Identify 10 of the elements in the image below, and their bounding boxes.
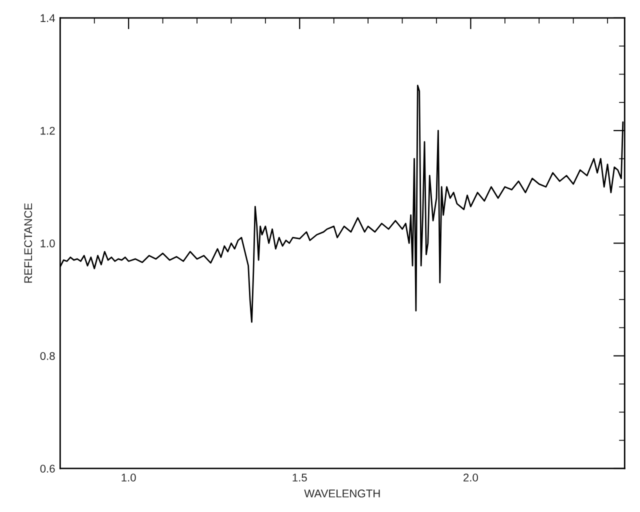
x-tick-label: 2.0	[464, 474, 478, 482]
y-tick-label: 1.2	[40, 126, 55, 135]
y-tick-label: 1.0	[40, 239, 55, 248]
y-tick-label: 0.6	[40, 464, 55, 473]
x-axis-title: WAVELENGTH	[304, 490, 380, 498]
y-tick-label: 1.4	[40, 14, 55, 22]
y-tick-label: 0.8	[40, 352, 55, 360]
x-tick-label: 1.5	[292, 474, 307, 482]
y-axis-title: REFLECTANCE	[24, 203, 32, 283]
x-tick-label: 1.0	[122, 474, 136, 482]
